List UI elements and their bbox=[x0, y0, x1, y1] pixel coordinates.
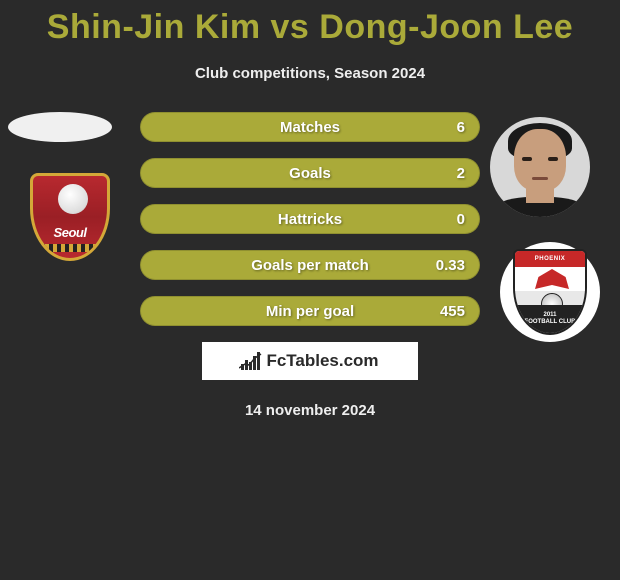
stat-bar: Hattricks 0 bbox=[140, 204, 480, 234]
page-title: Shin-Jin Kim vs Dong-Joon Lee bbox=[0, 0, 620, 47]
footer-brand-text: FcTables.com bbox=[266, 351, 378, 371]
stat-label: Matches bbox=[280, 119, 340, 136]
club-left-badge: Seoul bbox=[20, 167, 120, 267]
stat-value: 2 bbox=[457, 165, 465, 182]
comparison-panel: Seoul PHOENIX 2011 FOOTBALL CLUB Matches… bbox=[0, 112, 620, 326]
player-right-avatar bbox=[490, 117, 590, 217]
subtitle: Club competitions, Season 2024 bbox=[0, 65, 620, 82]
club-right-top-text: PHOENIX bbox=[515, 251, 585, 267]
club-left-name: Seoul bbox=[33, 225, 107, 240]
footer-brand: FcTables.com bbox=[202, 342, 418, 380]
stat-label: Goals per match bbox=[251, 257, 369, 274]
chart-icon bbox=[241, 352, 260, 370]
stat-bar: Matches 6 bbox=[140, 112, 480, 142]
stat-value: 455 bbox=[440, 303, 465, 320]
stat-value: 6 bbox=[457, 119, 465, 136]
club-right-badge: PHOENIX 2011 FOOTBALL CLUB bbox=[500, 242, 600, 342]
ball-icon bbox=[58, 184, 88, 214]
player-left-avatar-placeholder bbox=[8, 112, 112, 142]
club-right-bottom-text: 2011 FOOTBALL CLUB bbox=[515, 305, 585, 333]
generated-date: 14 november 2024 bbox=[0, 402, 620, 419]
stats-bars: Matches 6 Goals 2 Hattricks 0 Goals per … bbox=[140, 112, 480, 326]
stat-value: 0.33 bbox=[436, 257, 465, 274]
stat-label: Min per goal bbox=[266, 303, 354, 320]
stat-bar: Goals per match 0.33 bbox=[140, 250, 480, 280]
stat-bar: Min per goal 455 bbox=[140, 296, 480, 326]
stat-bar: Goals 2 bbox=[140, 158, 480, 188]
stat-label: Goals bbox=[289, 165, 331, 182]
stat-label: Hattricks bbox=[278, 211, 342, 228]
stat-value: 0 bbox=[457, 211, 465, 228]
